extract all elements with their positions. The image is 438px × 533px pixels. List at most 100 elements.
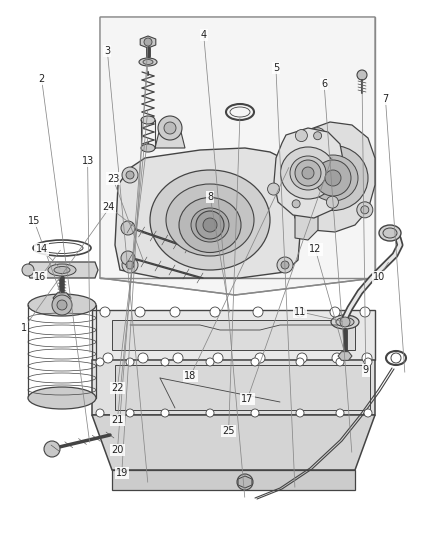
Circle shape	[336, 409, 344, 417]
Circle shape	[314, 132, 321, 140]
Text: 25: 25	[223, 426, 235, 435]
Circle shape	[364, 409, 372, 417]
Ellipse shape	[54, 266, 70, 273]
Ellipse shape	[308, 155, 358, 201]
Polygon shape	[53, 293, 71, 303]
Circle shape	[315, 160, 351, 196]
Circle shape	[173, 353, 183, 363]
Polygon shape	[92, 415, 375, 470]
Circle shape	[357, 70, 367, 80]
Polygon shape	[92, 360, 375, 415]
Circle shape	[144, 38, 152, 46]
Polygon shape	[92, 310, 375, 360]
Circle shape	[277, 167, 293, 183]
Circle shape	[122, 257, 138, 273]
Circle shape	[295, 130, 307, 142]
Circle shape	[161, 409, 169, 417]
Circle shape	[161, 358, 169, 366]
Ellipse shape	[139, 58, 157, 66]
Text: 24: 24	[102, 202, 115, 212]
Circle shape	[203, 218, 217, 232]
Text: 6: 6	[321, 79, 327, 89]
Circle shape	[57, 300, 67, 310]
Ellipse shape	[179, 198, 241, 253]
Circle shape	[281, 171, 289, 179]
Circle shape	[135, 307, 145, 317]
Ellipse shape	[280, 147, 336, 199]
Circle shape	[122, 167, 138, 183]
Text: 10: 10	[373, 272, 385, 282]
Polygon shape	[100, 17, 375, 278]
Circle shape	[288, 196, 304, 212]
Circle shape	[44, 441, 60, 457]
Circle shape	[170, 307, 180, 317]
Polygon shape	[338, 352, 352, 360]
Circle shape	[297, 353, 307, 363]
Circle shape	[330, 307, 340, 317]
Circle shape	[357, 202, 373, 218]
Circle shape	[295, 307, 305, 317]
Circle shape	[251, 358, 259, 366]
Circle shape	[361, 206, 369, 214]
Text: 8: 8	[207, 192, 213, 202]
Text: 13: 13	[81, 156, 94, 166]
Text: 2: 2	[39, 74, 45, 84]
Circle shape	[340, 317, 350, 327]
Circle shape	[362, 353, 372, 363]
Circle shape	[121, 251, 135, 265]
Polygon shape	[115, 148, 302, 278]
Polygon shape	[112, 470, 355, 490]
Ellipse shape	[383, 228, 397, 238]
Circle shape	[237, 474, 253, 490]
Text: 17: 17	[241, 394, 254, 403]
Circle shape	[360, 307, 370, 317]
Circle shape	[213, 353, 223, 363]
Circle shape	[103, 353, 113, 363]
Text: 22: 22	[111, 383, 124, 393]
Text: 16: 16	[34, 272, 46, 282]
Circle shape	[158, 116, 182, 140]
Text: 21: 21	[111, 415, 124, 425]
Circle shape	[100, 307, 110, 317]
Circle shape	[126, 409, 134, 417]
Circle shape	[126, 171, 134, 179]
Circle shape	[22, 264, 34, 276]
Text: 7: 7	[382, 94, 389, 103]
Circle shape	[164, 122, 176, 134]
Polygon shape	[274, 128, 344, 218]
Text: 18: 18	[184, 371, 197, 381]
Circle shape	[277, 257, 293, 273]
Circle shape	[96, 409, 104, 417]
Circle shape	[206, 358, 214, 366]
Circle shape	[292, 200, 300, 208]
Circle shape	[126, 261, 134, 269]
Circle shape	[196, 211, 224, 239]
Ellipse shape	[141, 116, 155, 124]
Ellipse shape	[331, 315, 359, 329]
Polygon shape	[238, 476, 252, 488]
Circle shape	[255, 353, 265, 363]
Circle shape	[325, 170, 341, 186]
Text: 11: 11	[294, 307, 306, 317]
Circle shape	[296, 358, 304, 366]
Circle shape	[96, 358, 104, 366]
Text: 14: 14	[35, 245, 48, 254]
Circle shape	[138, 353, 148, 363]
Circle shape	[336, 358, 344, 366]
Polygon shape	[115, 365, 370, 410]
Circle shape	[126, 358, 134, 366]
Circle shape	[253, 307, 263, 317]
Ellipse shape	[28, 294, 96, 316]
Circle shape	[210, 307, 220, 317]
Text: 15: 15	[28, 216, 40, 226]
Circle shape	[296, 409, 304, 417]
Circle shape	[268, 183, 279, 195]
Circle shape	[52, 295, 72, 315]
Text: 4: 4	[201, 30, 207, 39]
Circle shape	[206, 409, 214, 417]
Circle shape	[310, 128, 325, 144]
Polygon shape	[155, 120, 185, 148]
Text: 20: 20	[111, 446, 124, 455]
Circle shape	[281, 261, 289, 269]
Circle shape	[295, 160, 321, 186]
